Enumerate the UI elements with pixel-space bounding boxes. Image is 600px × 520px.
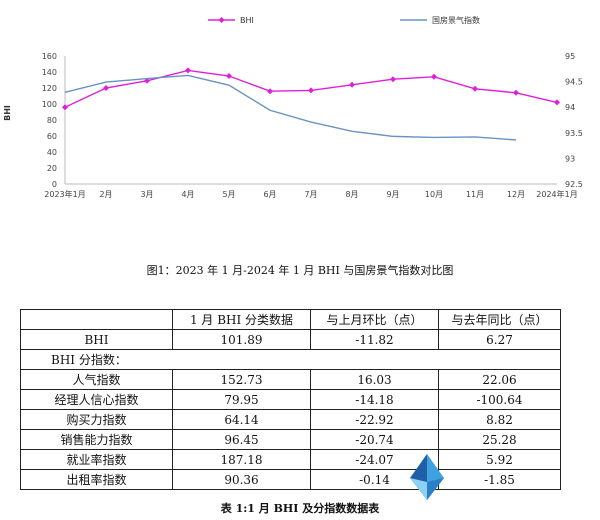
table-cell: -0.14 <box>310 469 439 490</box>
data-point-bhi <box>513 89 519 96</box>
data-point-bhi <box>62 104 68 111</box>
figure-caption: 图1：2023 年 1 月-2024 年 1 月 BHI 与国房景气指数对比图 <box>146 264 454 277</box>
x-tick-label: 2024年1月 <box>536 189 577 199</box>
table-row: 经理人信心指数 79.95 -14.18 -100.64 <box>20 389 561 410</box>
y2-tick-label: 93.5 <box>565 129 583 138</box>
data-point-bhi <box>308 87 314 94</box>
y-axis-title: BHI <box>3 105 12 121</box>
table-header-row: 1 月 BHI 分类数据 与上月环比（点） 与去年同比（点） <box>20 309 561 330</box>
table-cell: 90.36 <box>172 469 311 490</box>
x-tick-label: 10月 <box>425 190 443 199</box>
table-row: 销售能力指数 96.45 -20.74 25.28 <box>20 429 561 450</box>
table-cell: -100.64 <box>438 389 561 410</box>
table-cell: 187.18 <box>172 449 311 470</box>
x-tick-label: 6月 <box>263 190 276 199</box>
table-cell: 5.92 <box>438 449 561 470</box>
y2-tick-label: 94.5 <box>565 78 583 87</box>
legend-bhi-marker <box>218 17 225 23</box>
series-line-gfjq <box>64 74 517 141</box>
y2-tick-label: 94 <box>565 103 575 112</box>
axes: 0 20 40 60 80 100 120 140 160 92.5 93 93.5 94 94.5 95 2… <box>42 52 583 199</box>
table-cell: 人气指数 <box>20 369 173 390</box>
x-tick-label: 3月 <box>140 190 153 199</box>
legend-bhi-label: BHI <box>240 16 254 25</box>
table-row-bhi: BHI 101.89 -11.82 6.27 <box>20 329 561 350</box>
table-header-cell <box>20 309 173 330</box>
table-header-cell: 与上月环比（点） <box>310 309 439 330</box>
x-tick-label: 9月 <box>386 190 399 199</box>
table-row: 人气指数 152.73 16.03 22.06 <box>20 369 561 390</box>
table-caption: 表 1:1 月 BHI 及分指数数据表 <box>220 502 380 515</box>
table-cell: 22.06 <box>438 369 561 390</box>
table-cell: 6.27 <box>438 329 561 350</box>
y-tick-label: 20 <box>47 164 57 173</box>
table-header-cell: 与去年同比（点） <box>438 309 561 330</box>
x-tick-label: 8月 <box>345 190 358 199</box>
table-cell: -22.92 <box>310 409 439 430</box>
series <box>62 67 560 141</box>
data-point-bhi <box>390 76 396 83</box>
table-cell: 16.03 <box>310 369 439 390</box>
y-tick-label: 0 <box>52 180 57 189</box>
table-cell: -24.07 <box>310 449 439 470</box>
table-subheader-row: BHI 分指数： <box>20 349 561 370</box>
y-tick-label: 160 <box>42 52 57 61</box>
table-cell: 8.82 <box>438 409 561 430</box>
data-point-bhi <box>349 81 355 88</box>
x-tick-label: 4月 <box>181 190 194 199</box>
x-tick-label: 12月 <box>507 190 525 199</box>
x-tick-label: 5月 <box>222 190 235 199</box>
table-cell: 79.95 <box>172 389 311 410</box>
legend-gfjq-label: 国房景气指数 <box>432 15 480 25</box>
table-cell: -11.82 <box>310 329 439 350</box>
data-point-bhi <box>185 67 191 74</box>
x-tick-label: 2月 <box>99 190 112 199</box>
bhi-comparison-chart: BHI 国房景气指数 BHI 0 20 40 60 80 100 120 140 160 92.5… <box>3 15 583 199</box>
table-cell: -20.74 <box>310 429 439 450</box>
y-tick-label: 60 <box>47 132 57 141</box>
table-cell: BHI <box>20 329 173 350</box>
y-tick-label: 120 <box>42 84 57 93</box>
y-tick-label: 80 <box>47 116 57 125</box>
y-tick-label: 40 <box>47 148 57 157</box>
data-point-bhi <box>472 85 478 92</box>
y-tick-label: 100 <box>42 100 57 109</box>
y2-tick-label: 92.5 <box>565 180 583 189</box>
y2-tick-label: 93 <box>565 154 575 163</box>
table-row: 就业率指数 187.18 -24.07 5.92 <box>20 449 561 470</box>
table-row: 购买力指数 64.14 -22.92 8.82 <box>20 409 561 430</box>
x-tick-label: 2023年1月 <box>44 189 85 199</box>
table-cell: 购买力指数 <box>20 409 173 430</box>
table-cell: 101.89 <box>172 329 311 350</box>
table-cell: -1.85 <box>438 469 561 490</box>
x-tick-label: 7月 <box>304 190 317 199</box>
table-header-cell: 1 月 BHI 分类数据 <box>172 309 311 330</box>
data-point-bhi <box>431 73 437 80</box>
table-subheader-cell: BHI 分指数： <box>20 349 561 370</box>
table-cell: -14.18 <box>310 389 439 410</box>
crystal-logo-icon <box>410 454 444 500</box>
x-tick-label: 11月 <box>466 190 484 199</box>
data-point-bhi <box>103 85 109 91</box>
table-cell: 销售能力指数 <box>20 429 173 450</box>
table-cell: 经理人信心指数 <box>20 389 173 410</box>
data-point-bhi <box>226 73 232 79</box>
table-cell: 96.45 <box>172 429 311 450</box>
y2-tick-label: 95 <box>565 52 575 61</box>
table-cell: 64.14 <box>172 409 311 430</box>
table-cell: 25.28 <box>438 429 561 450</box>
table-cell: 就业率指数 <box>20 449 173 470</box>
data-point-bhi <box>267 88 273 95</box>
data-point-bhi <box>554 99 560 106</box>
y-tick-label: 140 <box>42 68 57 77</box>
table-cell: 152.73 <box>172 369 311 390</box>
table-cell: 出租率指数 <box>20 469 173 490</box>
table-row: 出租率指数 90.36 -0.14 -1.85 <box>20 469 561 490</box>
legend: BHI 国房景气指数 <box>208 15 480 25</box>
bhi-data-table: 1 月 BHI 分类数据 与上月环比（点） 与去年同比（点） BHI 101.8… <box>20 309 561 490</box>
